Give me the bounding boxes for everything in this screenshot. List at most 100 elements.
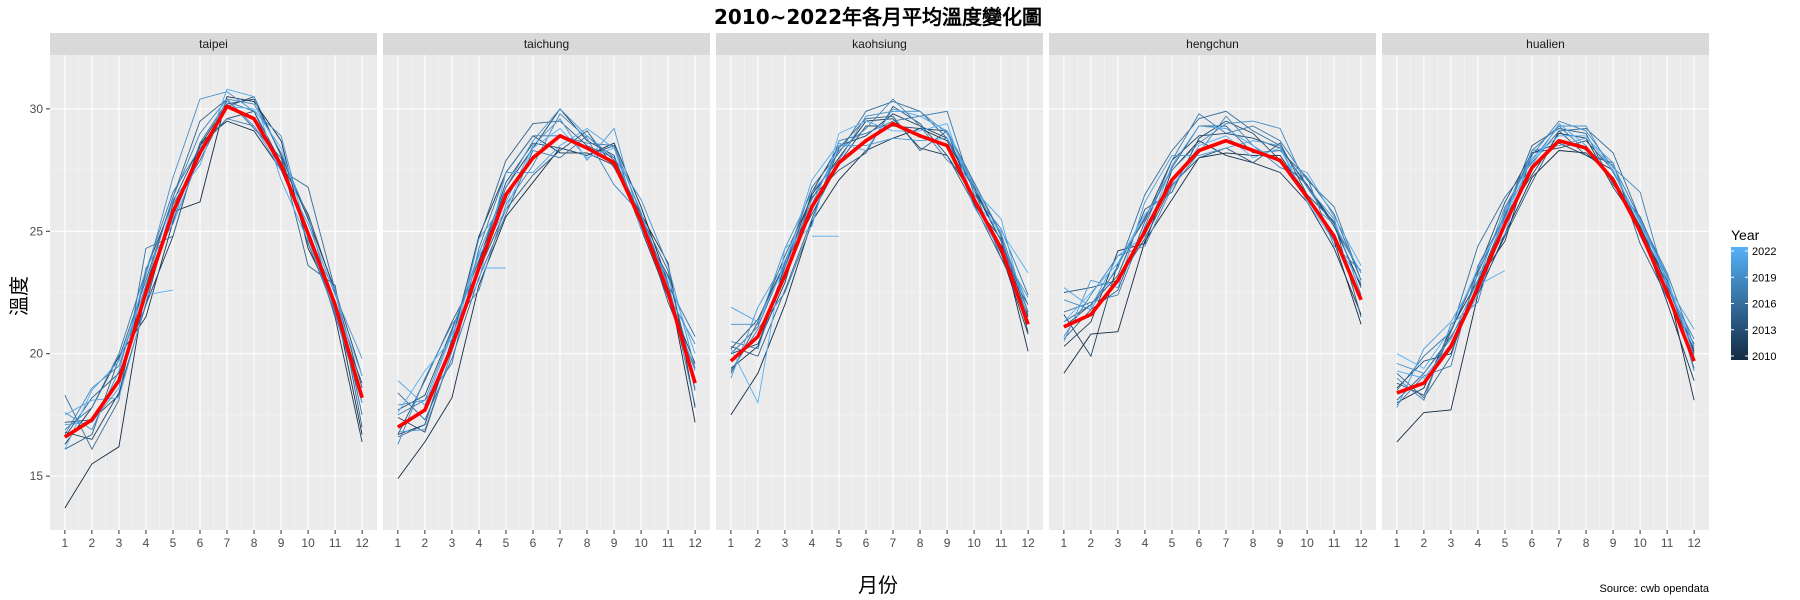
series-line-2016 [64, 100, 363, 451]
x-tick-label: 5 [1502, 536, 1509, 550]
x-tick-label: 6 [1529, 536, 1536, 550]
legend-title: Year [1731, 227, 1760, 243]
series-line-2019 [397, 108, 696, 406]
x-tick-label: 2 [422, 536, 429, 550]
x-tick-label: 2 [755, 536, 762, 550]
x-tick-label: 5 [1169, 536, 1176, 550]
x-tick-label: 4 [1475, 536, 1482, 550]
mean-line [1063, 138, 1363, 329]
facet-strip [383, 33, 710, 55]
legend-label: 2013 [1752, 325, 1776, 337]
x-tick-label: 7 [557, 536, 564, 550]
series-line-2015 [64, 98, 363, 450]
x-tick-label: 7 [1223, 536, 1230, 550]
x-axis-title: 月份 [858, 573, 898, 597]
x-tick-label: 6 [530, 536, 537, 550]
series-line-2022 [1063, 135, 1362, 323]
chart-title: 2010~2022年各月平均溫度變化圖 [714, 5, 1042, 29]
series-line-2017 [1063, 113, 1362, 313]
x-tick-label: 8 [251, 536, 258, 550]
series-line-2018 [1396, 120, 1695, 401]
y-tick-label: 25 [30, 224, 44, 238]
y-tick-label: 20 [30, 347, 44, 361]
facet-label: taipei [199, 37, 228, 51]
x-tick-label: 1 [1061, 536, 1068, 550]
x-tick-label: 7 [1556, 536, 1563, 550]
x-tick-label: 5 [503, 536, 510, 550]
series-line-2017 [730, 110, 1029, 372]
y-tick-label: 30 [30, 102, 44, 116]
series-line-2019 [64, 91, 363, 431]
x-tick-label: 4 [809, 536, 816, 550]
x-tick-label: 9 [1277, 536, 1284, 550]
series-line-2014 [1063, 142, 1362, 318]
x-tick-label: 11 [1328, 536, 1341, 550]
series-line-2015 [1063, 125, 1362, 340]
x-tick-label: 3 [1115, 536, 1122, 550]
series-line-2019 [1063, 120, 1362, 311]
x-tick-label: 1 [728, 536, 735, 550]
series-line-2010 [64, 96, 363, 509]
x-tick-label: 12 [1687, 536, 1701, 550]
x-tick-label: 12 [688, 536, 702, 550]
legend-label: 2022 [1752, 246, 1776, 258]
series-line-2018 [64, 98, 363, 435]
x-tick-label: 10 [301, 536, 315, 550]
series-line-2010 [397, 142, 696, 479]
x-tick-label: 1 [395, 536, 402, 550]
x-tick-label: 12 [355, 536, 369, 550]
x-tick-label: 12 [1021, 536, 1035, 550]
x-tick-label: 10 [967, 536, 981, 550]
x-tick-label: 1 [1394, 536, 1401, 550]
x-tick-label: 11 [662, 536, 675, 550]
series-line-2021 [1063, 125, 1362, 308]
series-line-2022 [1396, 135, 1695, 369]
x-tick-label: 11 [329, 536, 342, 550]
series-line-2018 [397, 113, 696, 445]
legend-label: 2019 [1752, 272, 1776, 284]
series-line-2012 [64, 98, 363, 440]
mean-line [396, 134, 697, 429]
year-legend: Year 2022 2019 2016 2013 2010 [1731, 227, 1776, 363]
x-tick-label: 8 [1250, 536, 1257, 550]
facet-strip [1382, 33, 1709, 55]
x-tick-label: 9 [278, 536, 285, 550]
facet-label: taichung [524, 37, 569, 51]
x-tick-label: 9 [1610, 536, 1617, 550]
legend-colorbar [1731, 247, 1748, 360]
x-tick-label: 3 [449, 536, 456, 550]
x-tick-label: 9 [944, 536, 951, 550]
x-tick-label: 3 [1448, 536, 1455, 550]
x-tick-label: 2 [1421, 536, 1428, 550]
x-tick-label: 10 [1300, 536, 1314, 550]
facet-label: hengchun [1186, 37, 1239, 51]
series-line-2020 [730, 137, 1029, 379]
facet-label: hualien [1526, 37, 1565, 51]
x-tick-label: 12 [1354, 536, 1368, 550]
x-tick-label: 9 [611, 536, 618, 550]
x-tick-label: 5 [170, 536, 177, 550]
x-tick-label: 10 [1633, 536, 1647, 550]
legend-label: 2016 [1752, 299, 1776, 311]
x-tick-label: 2 [1088, 536, 1095, 550]
x-tick-label: 10 [634, 536, 648, 550]
x-tick-label: 3 [116, 536, 123, 550]
x-tick-label: 8 [584, 536, 591, 550]
series-line-2022-partial [1477, 270, 1506, 286]
x-tick-label: 11 [1661, 536, 1674, 550]
facet-strip [50, 33, 377, 55]
mean-line [1396, 138, 1696, 395]
x-tick-label: 7 [224, 536, 231, 550]
legend-label: 2010 [1752, 351, 1776, 363]
x-tick-label: 6 [1196, 536, 1203, 550]
x-tick-label: 6 [863, 536, 870, 550]
x-tick-label: 5 [836, 536, 843, 550]
series-line-2013 [1063, 120, 1362, 328]
x-tick-label: 11 [995, 536, 1008, 550]
